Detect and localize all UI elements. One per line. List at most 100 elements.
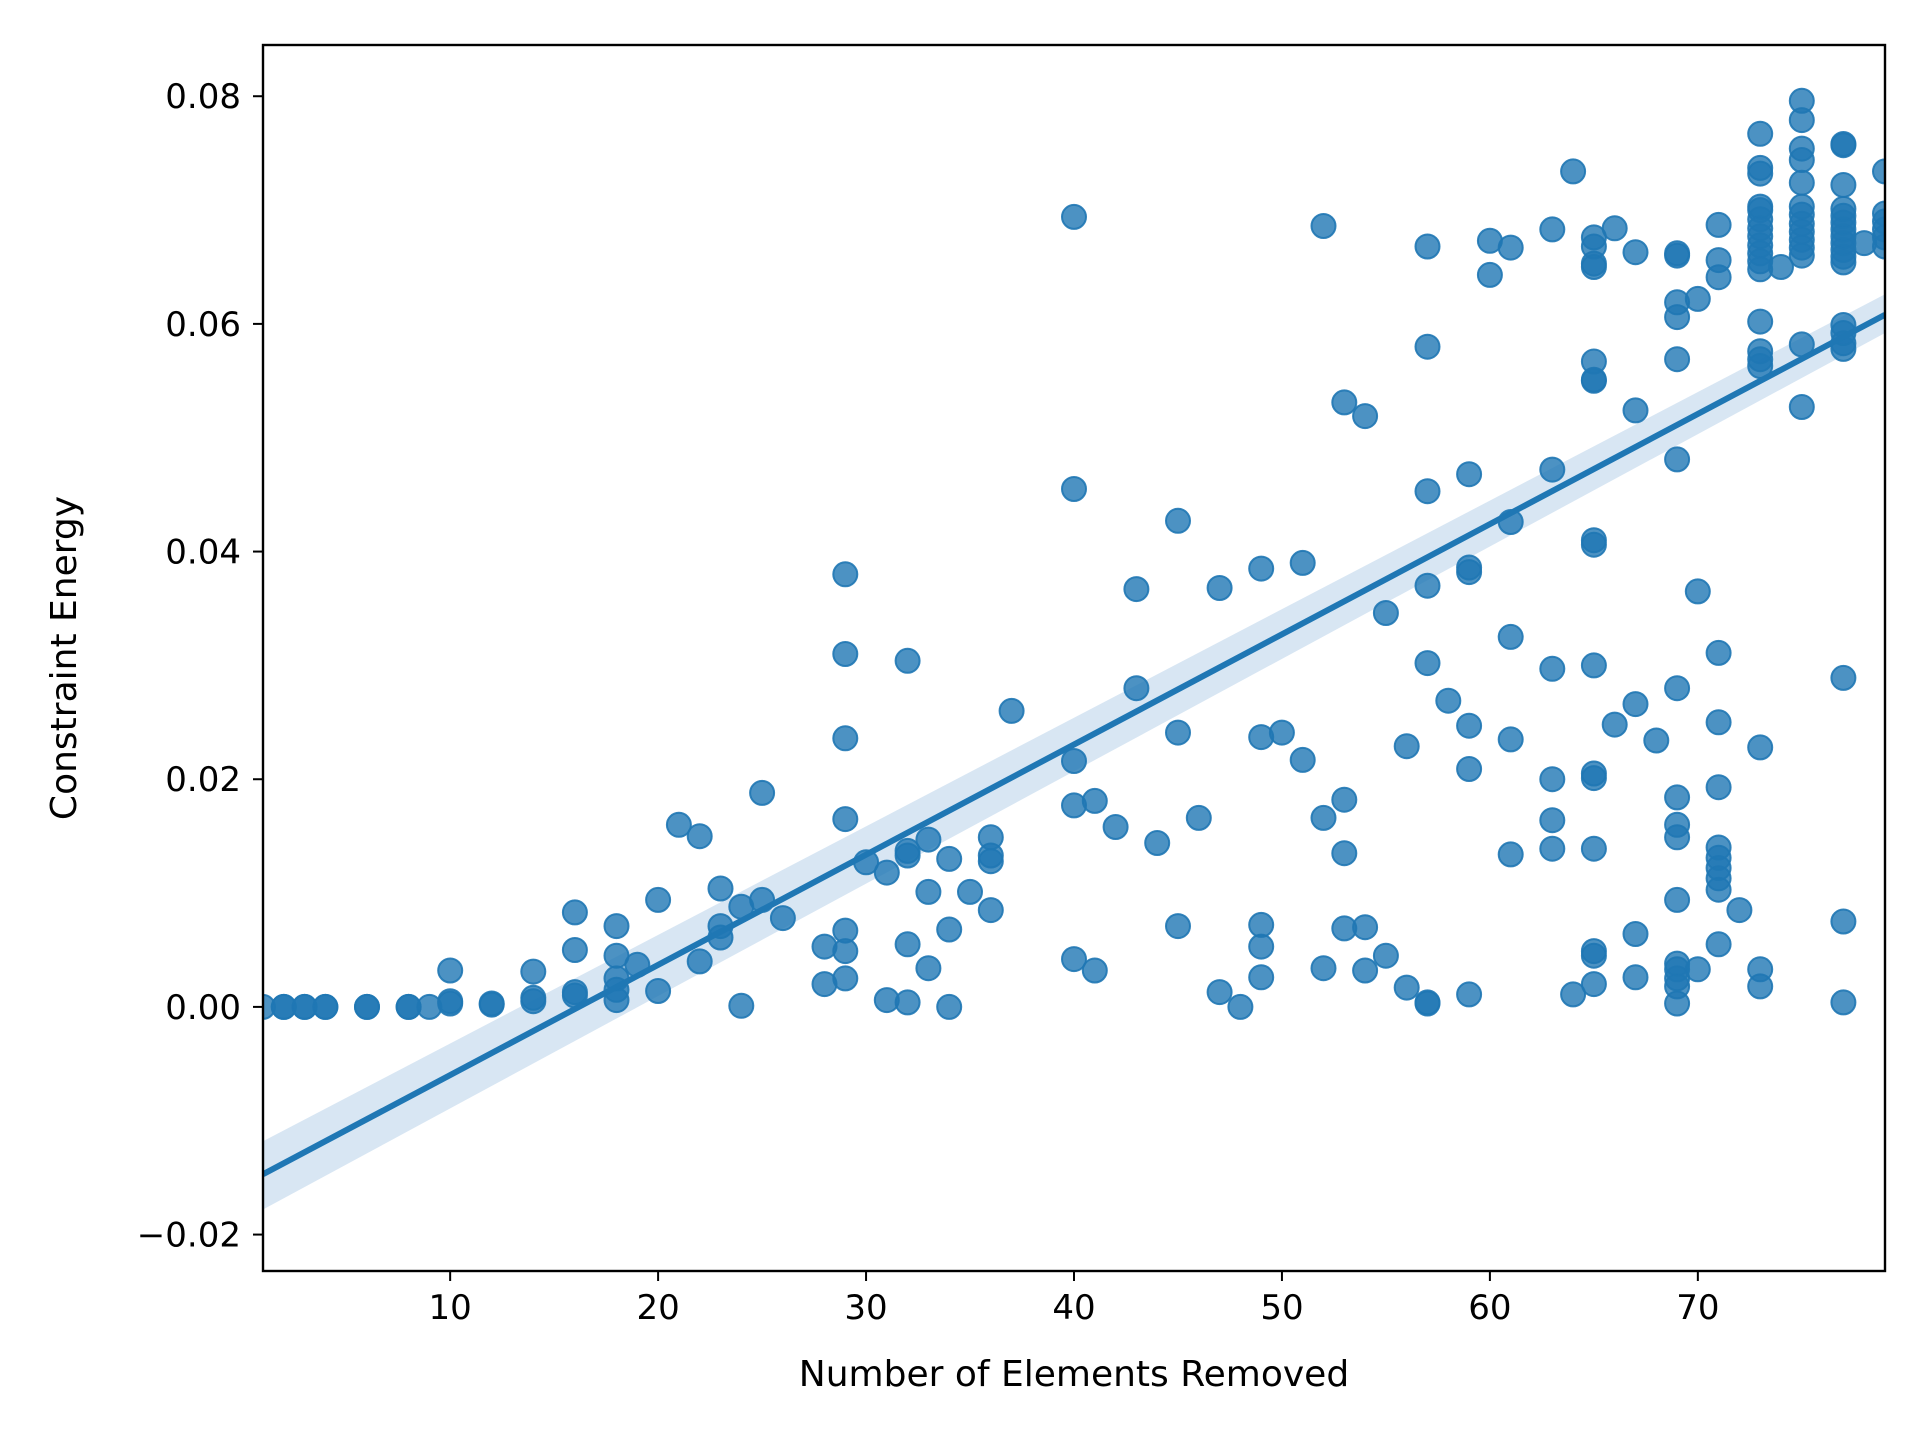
y-tick-label: −0.02 <box>137 1216 241 1256</box>
data-point <box>1643 727 1670 754</box>
x-tick-label: 20 <box>636 1288 679 1328</box>
y-tick-label: 0.04 <box>165 533 241 573</box>
data-point <box>1539 766 1566 793</box>
data-point <box>645 978 672 1004</box>
data-point <box>1456 756 1483 782</box>
x-tick-label: 50 <box>1260 1288 1303 1328</box>
y-axis: −0.02 0.00 0.02 0.04 0.06 0.08 <box>137 77 263 1256</box>
x-axis: 10 20 30 40 50 60 70 <box>429 1271 1719 1328</box>
data-point <box>1664 346 1691 373</box>
data-point <box>1580 760 1607 787</box>
data-point <box>1061 946 1087 973</box>
data-point <box>1539 835 1566 862</box>
data-point <box>832 561 859 588</box>
data-point <box>437 957 464 984</box>
data-point <box>1539 456 1566 483</box>
data-point <box>1206 979 1233 1006</box>
data-point <box>1580 835 1607 862</box>
data-point <box>1622 397 1649 424</box>
data-point <box>1497 623 1524 650</box>
points-layer <box>263 87 1885 1020</box>
data-point <box>1830 989 1857 1016</box>
data-point <box>1664 446 1691 473</box>
data-point <box>894 647 921 674</box>
data-point <box>1539 655 1566 682</box>
data-point <box>1830 195 1857 222</box>
data-point <box>1352 914 1379 941</box>
data-point <box>1664 811 1691 838</box>
data-point <box>1435 687 1462 714</box>
data-point <box>1185 804 1212 831</box>
data-point <box>1747 120 1774 147</box>
data-point <box>894 931 921 958</box>
data-point <box>1705 247 1732 274</box>
data-point <box>1497 841 1524 868</box>
data-point <box>1456 554 1483 581</box>
data-point <box>1580 652 1607 679</box>
y-axis-label: Constraint Energy <box>44 496 85 820</box>
data-point <box>437 988 464 1015</box>
data-point <box>1352 957 1379 984</box>
data-point <box>1872 200 1885 227</box>
data-point <box>1061 203 1087 230</box>
y-tick-label: 0.06 <box>165 305 241 345</box>
data-point <box>977 824 1004 851</box>
data-point <box>1310 955 1337 982</box>
data-point <box>1248 964 1275 991</box>
data-point <box>1788 193 1815 220</box>
data-point <box>832 965 859 992</box>
data-point <box>1622 691 1649 718</box>
data-point <box>520 958 547 985</box>
data-point <box>1102 814 1129 840</box>
x-tick-label: 10 <box>429 1288 472 1328</box>
data-point <box>1289 746 1316 773</box>
data-point <box>1061 476 1087 502</box>
data-point <box>1331 389 1358 416</box>
data-point <box>312 993 339 1020</box>
data-point <box>1705 931 1732 958</box>
data-point <box>1705 834 1732 861</box>
data-point <box>1414 572 1441 599</box>
data-point <box>915 878 942 905</box>
data-point <box>832 641 859 667</box>
data-point <box>1747 734 1774 761</box>
data-point <box>936 993 963 1020</box>
data-point <box>894 837 921 864</box>
data-point <box>1497 234 1524 261</box>
data-point <box>998 697 1025 724</box>
data-point <box>1622 921 1649 947</box>
data-point <box>1331 840 1358 867</box>
data-point <box>1705 211 1732 238</box>
data-point <box>769 905 796 932</box>
x-tick-label: 60 <box>1468 1288 1511 1328</box>
data-point <box>1456 712 1483 739</box>
data-point <box>1144 830 1171 856</box>
data-point <box>1081 957 1108 984</box>
data-point <box>1664 240 1691 267</box>
data-point <box>1061 748 1087 774</box>
data-point <box>1788 394 1815 420</box>
data-point <box>1539 807 1566 834</box>
data-point <box>561 899 588 926</box>
x-axis-label: Number of Elements Removed <box>799 1354 1349 1395</box>
data-point <box>1372 600 1399 626</box>
data-point <box>1664 886 1691 913</box>
data-point <box>832 917 859 944</box>
data-point <box>1268 719 1295 746</box>
data-point <box>1747 308 1774 335</box>
data-point <box>1830 908 1857 935</box>
data-point <box>1664 784 1691 811</box>
data-point <box>915 955 942 982</box>
data-point <box>1788 87 1815 114</box>
data-point <box>1830 131 1857 157</box>
data-point <box>1206 575 1233 601</box>
data-point <box>1830 664 1857 691</box>
data-point <box>1248 911 1275 938</box>
data-point <box>1248 933 1275 960</box>
data-point <box>957 878 983 905</box>
data-point <box>1872 158 1885 185</box>
data-point <box>603 913 630 940</box>
data-point <box>1289 549 1316 576</box>
data-point <box>1580 938 1607 965</box>
